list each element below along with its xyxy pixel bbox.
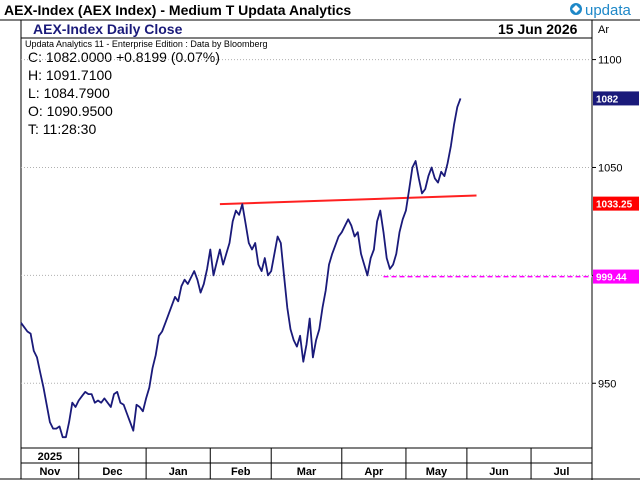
x-tick-label: Mar [297,466,317,478]
ohlc-close: C: 1082.0000 +0.8199 (0.07%) [28,49,220,65]
price-series [20,98,462,439]
x-tick-label: Jun [489,466,509,478]
price-tag-label-support: 999.44 [596,273,627,284]
x-tick-label: Nov [39,466,61,478]
header-title: AEX-Index (AEX Index) - Medium T Updata … [4,2,351,18]
ohlc-high: H: 1091.7100 [28,67,112,83]
price-tag-support [593,269,639,284]
x-tick-label: Apr [364,466,384,478]
y-tick-label: 1100 [598,55,622,67]
price-tags: 1033.25 999.44 1082 [593,91,639,284]
chart-title: AEX-Index Daily Close [33,21,183,37]
price-tag-last [593,91,639,106]
header-bar [0,0,640,20]
x-tick-label: Dec [102,466,122,478]
ohlc-open: O: 1090.9500 [28,103,113,119]
updata-logo-icon [570,3,582,15]
year-label: 2025 [38,451,62,463]
ohlc-low: L: 1084.7900 [28,85,110,101]
grid [21,59,592,384]
annotations [219,194,592,278]
price-tag-trendline [593,196,639,211]
y-tick-label: 950 [598,378,616,390]
close-price-line [20,98,462,439]
x-tick-label: Feb [231,466,251,478]
x-tick-label: Jul [554,466,570,478]
header-date: 15 Jun 2026 [498,21,578,37]
price-tag-label-trendline: 1033.25 [596,200,633,211]
y-tick-label: 1050 [598,162,622,174]
price-tag-label-last: 1082 [596,94,619,105]
x-tick-label: Jan [169,466,188,478]
x-axis: Nov Dec Jan Feb Mar Apr May Jun Jul 2025 [0,448,640,480]
axis-header: Ar [598,24,609,36]
ohlc-time: T: 11:28:30 [28,121,96,137]
x-tick-label: May [426,466,448,478]
attribution: Updata Analytics 11 - Enterprise Edition… [25,39,267,49]
brand-name: updata [585,2,632,19]
resistance-trendline [219,194,477,206]
